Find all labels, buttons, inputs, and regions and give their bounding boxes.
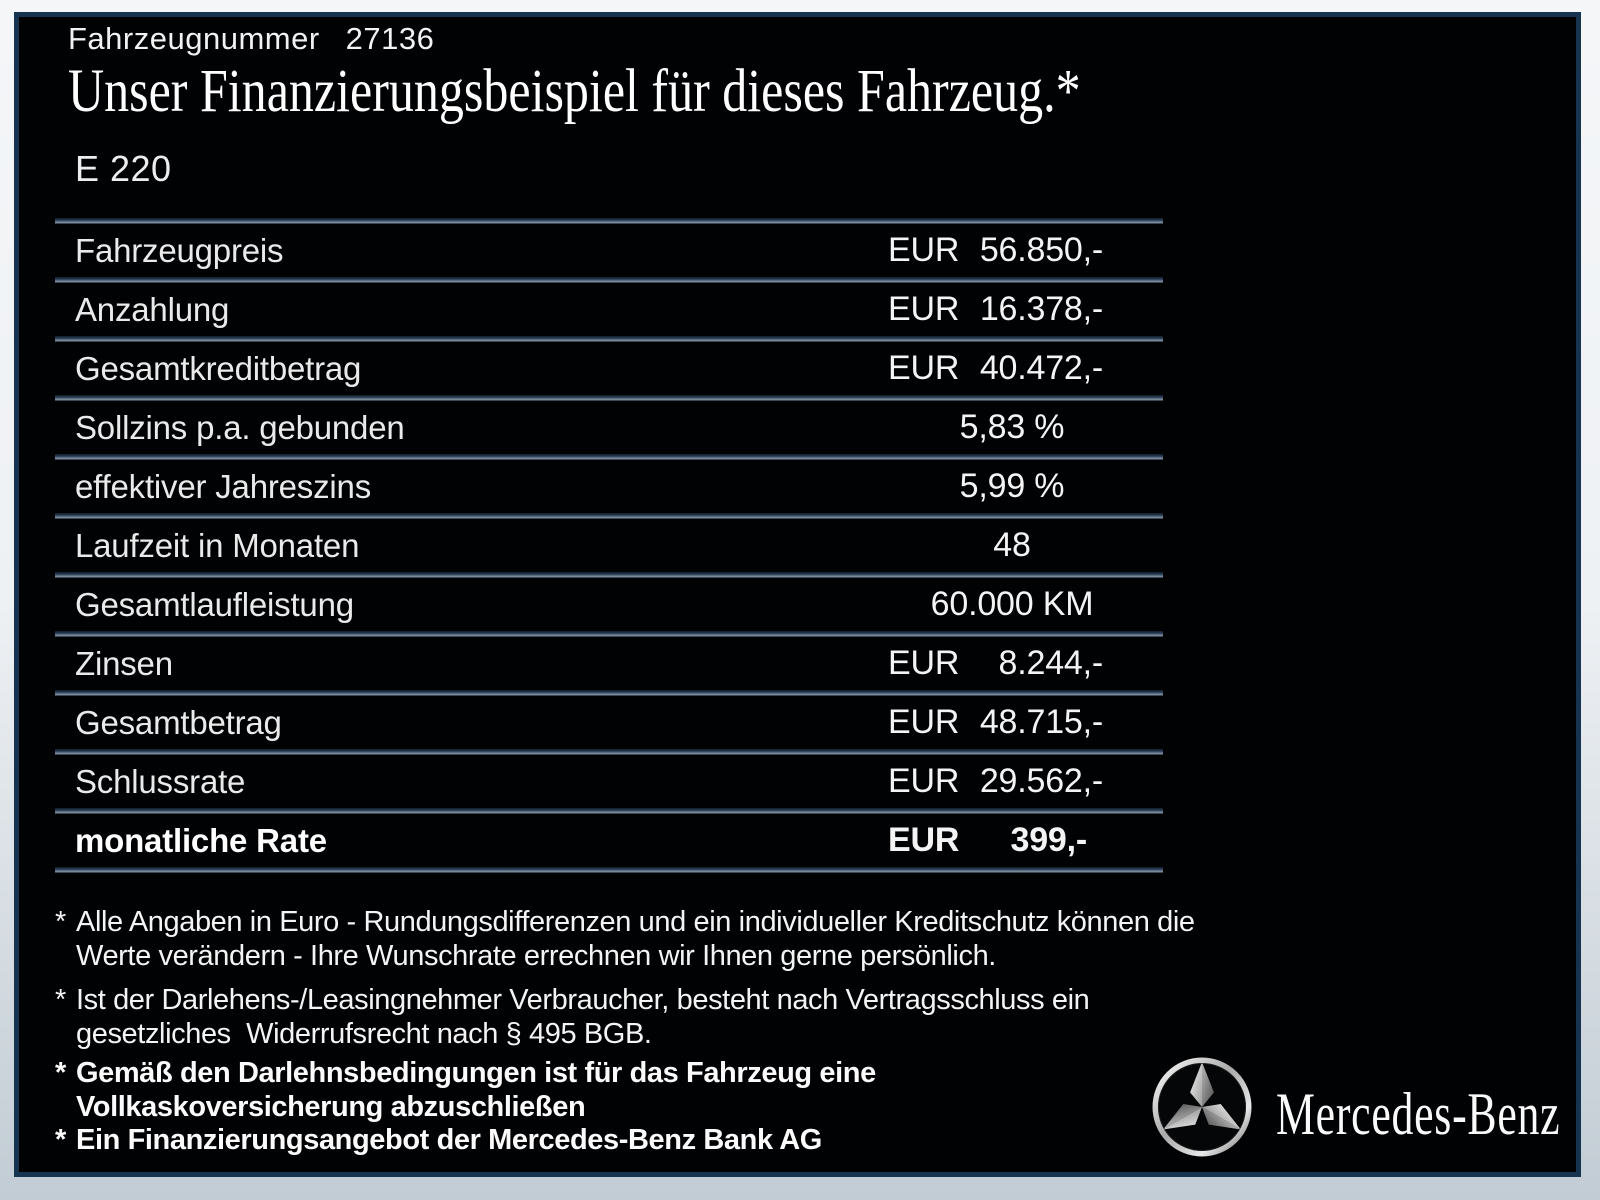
row-label: effektiver Jahreszins <box>75 467 371 505</box>
row-value: 399,- <box>1010 821 1088 859</box>
table-rule <box>55 690 1163 696</box>
footnote-line: Ein Finanzierungsangebot der Mercedes-Be… <box>76 1124 822 1156</box>
vehicle-number-value: 27136 <box>345 21 435 56</box>
table-row: Gesamtlaufleistung 60.000 KM <box>55 578 1163 631</box>
table-row-monthly-rate: monatliche Rate EUR 399,- <box>55 814 1163 867</box>
footnote-line: Vollkaskoversicherung abzuschließen <box>76 1091 586 1123</box>
footnote: * Ein Finanzierungsangebot der Mercedes-… <box>55 1123 822 1157</box>
page-title: Unser Finanzierungsbeispiel für dieses F… <box>68 58 1081 125</box>
row-value: 48 <box>993 526 1031 564</box>
row-label: Zinsen <box>75 644 173 682</box>
table-rule <box>55 277 1163 283</box>
row-value: 56.850,- <box>979 231 1103 269</box>
row-value: 40.472,- <box>979 349 1103 387</box>
table-rule <box>55 808 1163 814</box>
table-rule <box>55 513 1163 519</box>
footnote: * Ist der Darlehens-/Leasingnehmer Verbr… <box>55 983 1090 1051</box>
row-label: Gesamtkreditbetrag <box>75 349 362 387</box>
table-row: Zinsen EUR 8.244,- <box>55 637 1163 690</box>
row-currency: EUR <box>888 290 960 328</box>
row-value: 5,99 % <box>959 467 1065 505</box>
mercedes-benz-wordmark: Mercedes-Benz <box>1276 1081 1561 1147</box>
table-rule <box>55 631 1163 637</box>
footnote-line: Werte verändern - Ihre Wunschrate errech… <box>76 940 996 972</box>
table-rule <box>55 395 1163 401</box>
table-row: Schlussrate EUR 29.562,- <box>55 755 1163 808</box>
row-currency: EUR <box>888 762 960 800</box>
table-row: Laufzeit in Monaten 48 <box>55 519 1163 572</box>
row-currency: EUR <box>888 703 960 741</box>
table-rule <box>55 867 1163 873</box>
row-value: 29.562,- <box>979 762 1103 800</box>
table-row: Gesamtbetrag EUR 48.715,- <box>55 696 1163 749</box>
footnote-marker: * <box>55 1124 66 1156</box>
vehicle-model: E 220 <box>75 148 172 189</box>
table-rule <box>55 454 1163 460</box>
table-rule <box>55 572 1163 578</box>
row-label: Laufzeit in Monaten <box>75 526 360 564</box>
table-rule <box>55 336 1163 342</box>
table-row: Anzahlung EUR 16.378,- <box>55 283 1163 336</box>
table-row: effektiver Jahreszins 5,99 % <box>55 460 1163 513</box>
row-label: Anzahlung <box>75 290 230 328</box>
finance-sheet-panel: Fahrzeugnummer 27136 Unser Finanzierungs… <box>14 12 1581 1177</box>
row-value: 5,83 % <box>959 408 1065 446</box>
table-rule <box>55 218 1163 224</box>
footnote-line: Gemäß den Darlehnsbedingungen ist für da… <box>76 1057 876 1089</box>
footnote: * Gemäß den Darlehnsbedingungen ist für … <box>55 1056 876 1124</box>
row-label: monatliche Rate <box>75 821 327 859</box>
row-currency: EUR <box>888 349 960 387</box>
row-currency: EUR <box>888 821 960 859</box>
footnote-marker: * <box>55 984 66 1016</box>
row-label: Gesamtbetrag <box>75 703 282 741</box>
footnote-marker: * <box>55 1057 66 1089</box>
footnote: * Alle Angaben in Euro - Rundungsdiffere… <box>55 905 1195 973</box>
mercedes-star-icon <box>1147 1052 1257 1162</box>
table-row: Fahrzeugpreis EUR 56.850,- <box>55 224 1163 277</box>
vehicle-number: Fahrzeugnummer 27136 <box>68 21 434 57</box>
row-currency: EUR <box>888 644 960 682</box>
row-currency: EUR <box>888 231 960 269</box>
row-value: 16.378,- <box>979 290 1103 328</box>
vehicle-number-label: Fahrzeugnummer <box>68 21 320 56</box>
row-value: 48.715,- <box>979 703 1103 741</box>
financing-table: Fahrzeugpreis EUR 56.850,- Anzahlung EUR 1… <box>55 218 1163 873</box>
row-value: 60.000 KM <box>930 585 1094 623</box>
row-label: Schlussrate <box>75 762 246 800</box>
table-row: Gesamtkreditbetrag EUR 40.472,- <box>55 342 1163 395</box>
row-label: Fahrzeugpreis <box>75 231 284 269</box>
footnote-marker: * <box>55 906 66 938</box>
row-value: 8.244,- <box>998 644 1104 682</box>
footnote-line: Alle Angaben in Euro - Rundungsdifferenz… <box>76 906 1195 938</box>
table-rule <box>55 749 1163 755</box>
footnote-line: Ist der Darlehens-/Leasingnehmer Verbrau… <box>76 984 1090 1016</box>
footnote-line: gesetzliches Widerrufsrecht nach § 495 B… <box>76 1018 652 1050</box>
row-label: Sollzins p.a. gebunden <box>75 408 405 446</box>
table-row: Sollzins p.a. gebunden 5,83 % <box>55 401 1163 454</box>
row-label: Gesamtlaufleistung <box>75 585 354 623</box>
